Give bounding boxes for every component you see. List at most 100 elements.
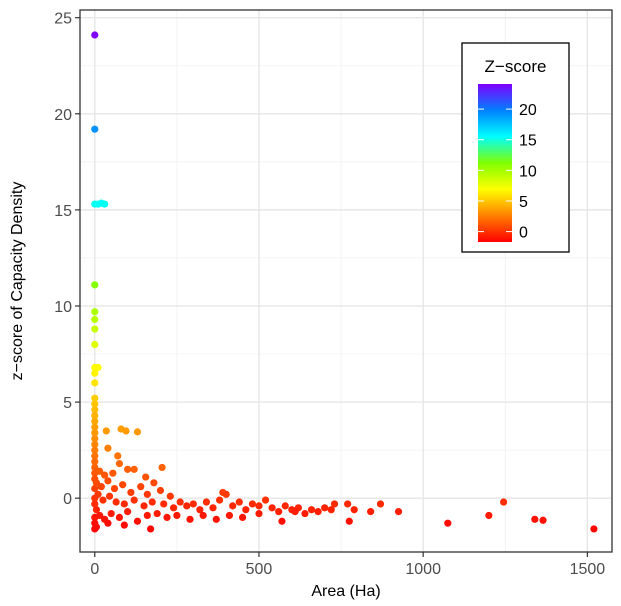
colorbar-label: 0 (519, 225, 528, 242)
data-point (183, 502, 191, 510)
data-point (91, 308, 99, 316)
data-point (91, 379, 99, 387)
data-point (255, 509, 263, 518)
data-point (291, 508, 299, 516)
data-point (91, 417, 99, 425)
data-point (91, 519, 99, 527)
data-point (91, 411, 99, 420)
data-point (92, 479, 101, 487)
data-point (124, 508, 132, 516)
data-point (321, 504, 329, 512)
data-point (148, 498, 156, 506)
data-point (97, 483, 105, 491)
data-point (500, 498, 508, 506)
data-point (225, 511, 234, 520)
data-point (101, 471, 109, 479)
data-point (133, 517, 142, 525)
data-point (91, 435, 99, 443)
y-tick-label: 15 (54, 203, 72, 220)
data-point (101, 200, 109, 208)
data-point (345, 517, 353, 525)
data-point (142, 473, 150, 481)
y-tick-label: 20 (54, 107, 72, 124)
data-point (114, 452, 122, 460)
data-point (150, 479, 158, 487)
colorbar-label: 20 (519, 102, 537, 119)
data-point (94, 363, 102, 372)
data-point (153, 509, 161, 518)
y-tick-label: 5 (63, 395, 72, 412)
colorbar-label: 10 (519, 163, 537, 180)
data-point (91, 494, 99, 502)
colorbar-label: 5 (519, 194, 528, 211)
data-point (91, 31, 99, 39)
legend-title: Z−score (485, 57, 547, 76)
data-point (130, 496, 138, 504)
data-point (91, 423, 99, 431)
data-point (215, 496, 224, 504)
data-point (235, 498, 243, 506)
data-point (156, 486, 165, 495)
data-point (91, 446, 99, 454)
data-point (281, 502, 289, 510)
data-point (394, 508, 403, 516)
data-point (238, 513, 247, 522)
data-point (158, 463, 166, 472)
data-point (102, 427, 110, 435)
data-point (137, 483, 145, 491)
legend: Z−score 0 5 10 15 20 (461, 42, 570, 253)
colorbar (478, 84, 512, 242)
data-point (186, 515, 194, 523)
y-tick-label: 25 (54, 11, 72, 28)
data-point (91, 340, 99, 349)
data-point (143, 511, 151, 520)
data-point (127, 488, 135, 497)
data-point (485, 511, 493, 520)
data-point (91, 325, 99, 333)
data-point (307, 506, 316, 514)
x-tick-label: 500 (246, 561, 273, 578)
data-point (531, 515, 539, 523)
data-point (107, 509, 115, 518)
data-point (376, 500, 385, 508)
data-point (104, 519, 112, 527)
data-point (91, 429, 99, 437)
points-layer (91, 31, 598, 533)
data-point (91, 125, 99, 133)
data-point (222, 490, 230, 498)
data-point (160, 500, 168, 508)
data-point (115, 459, 124, 468)
data-point (104, 444, 112, 452)
data-point (91, 369, 99, 377)
data-point (99, 496, 107, 504)
data-point (91, 281, 99, 289)
data-point (91, 458, 99, 466)
data-point (344, 500, 352, 508)
data-point (119, 481, 127, 489)
data-point (143, 490, 151, 498)
data-point (91, 513, 99, 522)
y-tick-label: 0 (63, 491, 72, 508)
x-tick-label: 1500 (570, 561, 606, 578)
y-tick-label: 10 (54, 299, 72, 316)
data-point (109, 469, 117, 477)
data-point (196, 506, 204, 514)
data-point (91, 400, 99, 408)
data-point (176, 498, 184, 506)
data-point (261, 496, 270, 504)
data-point (120, 500, 128, 508)
data-point (147, 525, 155, 533)
legend-ticks: 0 5 10 15 20 (478, 102, 537, 242)
x-axis-title: Area (Ha) (311, 583, 380, 600)
data-point (242, 506, 250, 514)
data-point (202, 498, 211, 506)
data-point (163, 513, 171, 522)
data-point (248, 500, 257, 508)
data-point (115, 513, 124, 522)
data-point (120, 521, 128, 529)
data-point (275, 508, 283, 516)
data-point (209, 504, 217, 512)
data-point (539, 516, 547, 524)
data-point (91, 406, 99, 414)
data-point (124, 465, 132, 473)
